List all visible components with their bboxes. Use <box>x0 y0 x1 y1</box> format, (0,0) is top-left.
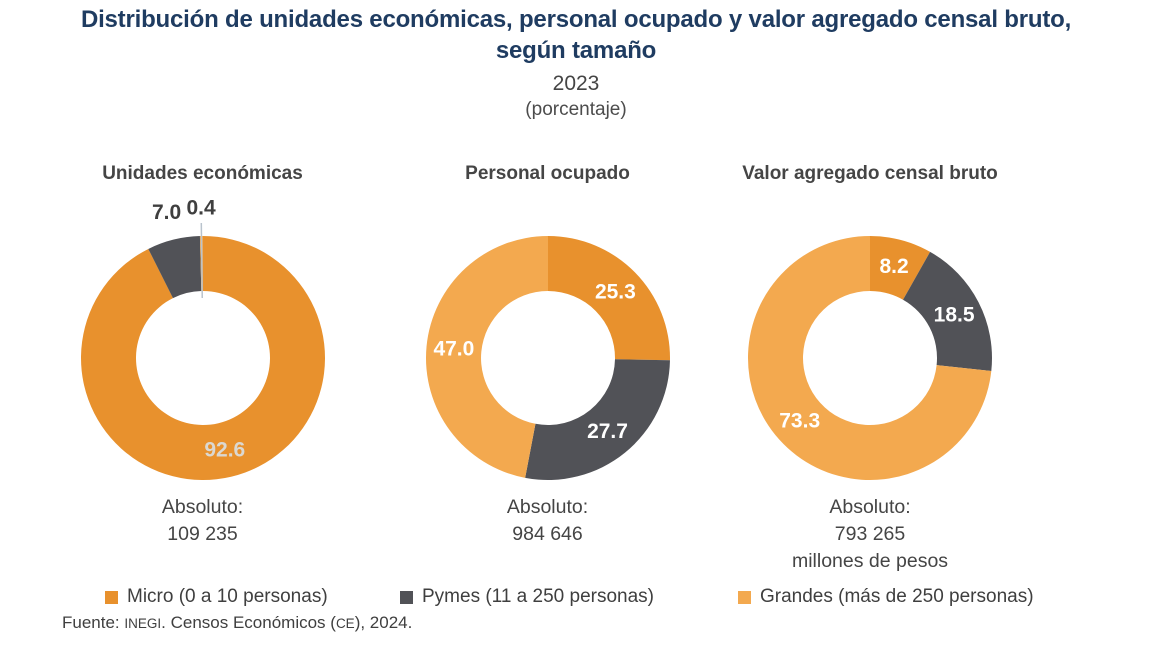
slice-label-grandes: 47.0 <box>433 338 474 361</box>
absolute-value: 984 646 <box>512 523 583 545</box>
slice-label-pymes: 7.0 <box>151 201 180 224</box>
donut-slice-grandes <box>425 236 548 478</box>
donut-slice-pymes <box>147 236 201 299</box>
source-ce: CE <box>335 616 355 631</box>
donut-slice-pymes <box>524 359 670 481</box>
title-line-1: Distribución de unidades económicas, per… <box>80 6 1072 33</box>
source-prefix: Fuente: <box>62 613 125 632</box>
absolute-block-unidades: Absoluto: 109 235 <box>30 494 375 548</box>
absolute-unit: millones de pesos <box>791 550 949 572</box>
legend-swatch-micro <box>105 591 118 604</box>
label-leader-line <box>200 223 203 299</box>
slice-label-micro: 92.6 <box>204 439 245 462</box>
slice-label-grandes: 0.4 <box>186 198 216 220</box>
legend-item-grandes: Grandes (más de 250 personas) <box>738 586 1034 608</box>
source-mid: . Censos Económicos ( <box>161 613 336 632</box>
slice-label-grandes: 73.3 <box>779 410 820 433</box>
donut-chart-valor-agregado: 8.2 18.5 73.3 <box>747 236 992 480</box>
subtitle-unit-note: (porcentaje) <box>525 99 627 120</box>
legend-swatch-pymes <box>400 591 413 604</box>
source-inegi: INEGI <box>124 616 162 631</box>
donut-slice-grandes <box>747 236 992 480</box>
title-line-2: según tamaño <box>495 37 657 64</box>
panel-title-valor: Valor agregado censal bruto <box>742 163 998 184</box>
slice-label-pymes: 27.7 <box>587 420 628 443</box>
absolute-block-personal: Absoluto: 984 646 <box>375 494 720 548</box>
absolute-value: 793 265 <box>834 523 906 545</box>
absolute-label: Absoluto: <box>506 496 589 518</box>
absolute-block-valor: Absoluto: 793 265 millones de pesos <box>700 494 1040 575</box>
figure-header: Distribución de unidades económicas, per… <box>0 4 1152 122</box>
donut-slice-pymes <box>903 251 992 372</box>
legend-label-micro: Micro (0 a 10 personas) <box>127 586 328 607</box>
panel-valor-agregado: Valor agregado censal bruto 8.2 18.5 73.3 … <box>700 162 1040 575</box>
absolute-label: Absoluto: <box>829 496 911 518</box>
slice-label-micro: 8.2 <box>879 255 908 278</box>
slice-label-pymes: 18.5 <box>934 303 975 326</box>
legend: Micro (0 a 10 personas) Pymes (11 a 250 … <box>0 586 1152 612</box>
source-note: Fuente: INEGI. Censos Económicos (CE), 2… <box>62 612 412 635</box>
legend-label-pymes: Pymes (11 a 250 personas) <box>422 586 654 607</box>
donut-slice-micro <box>547 236 670 361</box>
subtitle-year: 2023 <box>552 72 600 95</box>
donut-chart-unidades-economicas: 92.6 7.0 0.4 <box>80 198 325 480</box>
panel-title-personal: Personal ocupado <box>465 163 630 184</box>
slice-label-micro: 25.3 <box>594 280 635 303</box>
page-title: Distribución de unidades económicas, per… <box>0 4 1152 66</box>
panel-unidades-economicas: Unidades económicas 92.6 7.0 0.4 Absoluto:… <box>30 162 375 548</box>
absolute-label: Absoluto: <box>161 496 244 518</box>
donut-slice-micro <box>80 236 325 480</box>
donut-chart-personal-ocupado: 25.3 27.7 47.0 <box>425 236 670 481</box>
source-suffix: ), 2024. <box>354 613 413 632</box>
absolute-value: 109 235 <box>167 523 238 545</box>
panel-personal-ocupado: Personal ocupado 25.3 27.7 47.0 Absoluto: … <box>375 162 720 548</box>
legend-item-micro: Micro (0 a 10 personas) <box>105 586 328 608</box>
legend-item-pymes: Pymes (11 a 250 personas) <box>400 586 654 608</box>
legend-label-grandes: Grandes (más de 250 personas) <box>760 586 1034 607</box>
legend-swatch-grandes <box>738 591 751 604</box>
donut-slice-micro <box>870 236 931 300</box>
panel-title-unidades: Unidades económicas <box>102 163 303 184</box>
